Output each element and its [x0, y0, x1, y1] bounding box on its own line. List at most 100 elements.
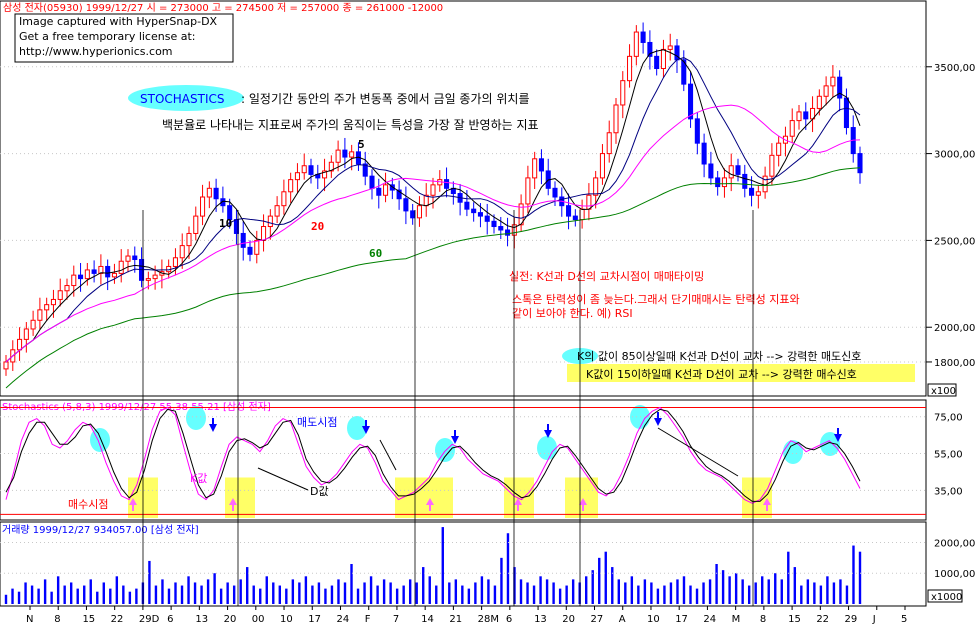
volume-bar — [832, 582, 836, 604]
candle-body — [830, 76, 836, 87]
volume-bar — [180, 585, 184, 604]
date-tick-label: 8 — [760, 614, 766, 625]
volume-bar — [800, 585, 803, 604]
candle-body — [796, 111, 802, 122]
date-tick-label: M — [732, 614, 741, 625]
sell-arrow-icon — [362, 426, 370, 434]
candle-body — [64, 285, 70, 292]
sell-arrow-icon — [834, 434, 842, 442]
volume-bar — [63, 585, 66, 604]
volume-bar — [219, 588, 223, 604]
volume-bar — [545, 579, 549, 604]
volume-bar — [343, 582, 347, 604]
volume-bar — [767, 579, 770, 604]
volume-bar — [43, 579, 47, 604]
volume-bar — [30, 585, 34, 604]
candle-body — [247, 246, 253, 255]
volume-bar — [56, 576, 60, 604]
volume-bar — [408, 579, 412, 604]
d-pointer-line — [257, 467, 309, 491]
candle-body — [383, 184, 389, 196]
candle-body — [735, 165, 741, 175]
volume-bar — [135, 588, 138, 604]
volume-bar — [317, 582, 321, 604]
candle-body — [728, 165, 734, 179]
d-value-label: D값 — [310, 485, 329, 498]
candle-body — [538, 158, 544, 172]
candle-body — [349, 151, 355, 158]
volume-bar — [213, 573, 216, 604]
volume-bar — [663, 585, 666, 604]
candle-body — [640, 31, 646, 43]
sell-arrow-icon — [654, 418, 662, 426]
candle-body — [498, 226, 504, 231]
volume-bar — [454, 579, 458, 604]
volume-bar — [187, 576, 190, 604]
volume-bar — [467, 588, 471, 604]
volume-bar — [584, 576, 588, 604]
date-tick-label: 10 — [280, 614, 293, 625]
candle-body — [3, 361, 9, 370]
volume-bar — [793, 567, 797, 604]
sell-zone-highlight — [347, 416, 367, 440]
candle-body — [396, 189, 402, 200]
candle-body — [633, 31, 639, 57]
candle-body — [599, 153, 605, 179]
volume-bar — [311, 585, 314, 604]
price-tick-label: 2000,00 — [934, 323, 975, 334]
watermark-box — [14, 13, 234, 63]
k-line — [5, 406, 861, 504]
stoch-gridlines — [0, 407, 926, 515]
candle-body — [444, 179, 450, 189]
candle-body — [193, 215, 199, 234]
volume-bar — [754, 582, 757, 604]
price-tick-label: 3500,00 — [934, 63, 975, 74]
candle-body — [552, 187, 558, 198]
date-tick-label: J — [872, 614, 876, 625]
sell-signal-note: K의 값이 85이상일때 K선과 D선이 교차 --> 강력한 매도신호 — [577, 349, 861, 363]
volume-bar — [558, 588, 562, 604]
signal-vertical-lines — [142, 210, 754, 606]
candle-body — [416, 205, 422, 219]
candle-body — [342, 149, 348, 158]
stoch-title: Stochastics (5,8,3) 1999/12/27 55.38 55.… — [2, 401, 271, 413]
volume-bar — [617, 579, 620, 604]
volume-bar — [200, 585, 203, 604]
date-tick-label: 20 — [224, 614, 237, 625]
volume-bar — [532, 585, 536, 604]
volume-bar — [650, 582, 653, 604]
candle-body — [769, 154, 775, 177]
candle-body — [816, 95, 822, 109]
sell-arrow-icon — [544, 430, 552, 438]
volume-bar — [695, 588, 699, 604]
date-tick-label: 7 — [393, 614, 399, 625]
buy-point-label: 매수시점 — [68, 498, 108, 511]
candle-body — [322, 170, 328, 179]
volume-bar — [259, 588, 262, 604]
volume-bar — [721, 570, 725, 604]
ma5-label: 5 — [358, 138, 365, 151]
candle-body — [525, 177, 531, 205]
candle-body — [593, 177, 599, 196]
date-tick-label: 17 — [675, 614, 688, 625]
volume-bar — [382, 579, 386, 604]
candlestick-series — [3, 22, 863, 376]
volume-bar — [689, 585, 692, 604]
buy-arrow-icon — [514, 498, 522, 505]
sell-arrow-icon — [209, 424, 217, 432]
volume-title: 거래량 1999/12/27 934057.00 [삼성 전자] — [2, 524, 199, 536]
volume-bar — [350, 564, 353, 604]
volume-bar — [389, 582, 392, 604]
volume-axis: 2000,00 1000,00 — [0, 538, 975, 580]
candle-body — [776, 142, 782, 156]
stoch-tick-label: 55,00 — [934, 450, 963, 461]
candle-body — [206, 187, 212, 198]
volume-bar — [539, 576, 542, 604]
volume-bar — [50, 591, 53, 604]
date-tick-label: A — [619, 614, 626, 625]
volume-bar — [428, 576, 431, 604]
candle-body — [261, 226, 267, 241]
stoch-axis: 75,00 55,00 35,00 — [934, 413, 963, 498]
date-tick-label: 22 — [816, 614, 829, 625]
candle-body — [410, 210, 416, 219]
